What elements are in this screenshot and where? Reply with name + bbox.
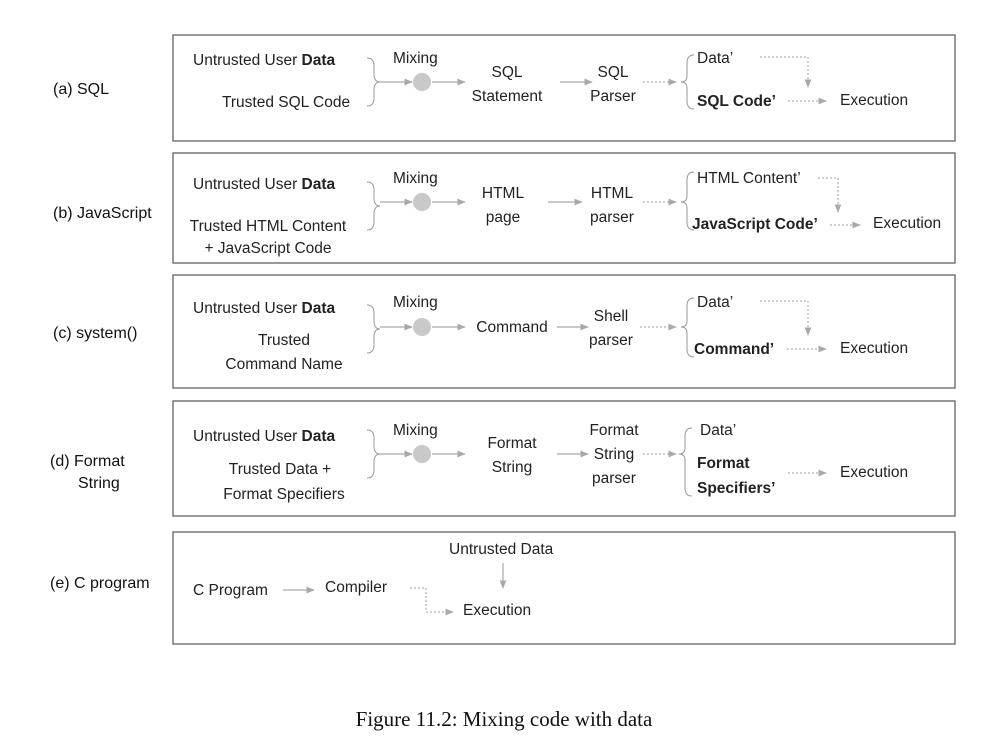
output-code: JavaScript Code’ (692, 216, 818, 233)
untrusted-input: Untrusted User Data (193, 52, 336, 69)
brace (680, 297, 695, 358)
output-data: Data’ (700, 422, 736, 439)
source-program: C Program (193, 582, 268, 599)
untrusted-data: Untrusted Data (449, 541, 554, 558)
untrusted-input: Untrusted User Data (193, 300, 336, 317)
figure-caption: Figure 11.2: Mixing code with data (356, 707, 653, 731)
mixing-label: Mixing (393, 422, 438, 439)
execution: Execution (463, 602, 531, 619)
output-data: HTML Content’ (697, 170, 801, 187)
product: SQL Statement (472, 64, 543, 105)
row-label: (e) C program (50, 575, 150, 592)
mixing-node-icon (413, 445, 431, 463)
mixing-node-icon (413, 73, 431, 91)
mixing-label: Mixing (393, 294, 438, 311)
row-sql: (a) SQL Untrusted User Data Trusted SQL … (53, 34, 956, 142)
product: Command (476, 319, 548, 336)
row-box (172, 34, 956, 142)
mixing-label: Mixing (393, 170, 438, 187)
row-format-string: (d) Format String Untrusted User Data Tru… (50, 400, 956, 517)
row-box (172, 531, 956, 645)
brace (680, 171, 695, 231)
output-code: Format Specifiers’ (697, 455, 775, 497)
parser: Shell parser (589, 308, 633, 349)
output-data: Data’ (697, 294, 733, 311)
row-system: (c) system() Untrusted User Data Trusted… (53, 274, 956, 389)
brace (366, 181, 381, 231)
product: HTML page (482, 185, 525, 226)
trusted-input: Trusted HTML Content + JavaScript Code (190, 218, 347, 257)
untrusted-input: Untrusted User Data (193, 428, 336, 445)
mixing-node-icon (413, 318, 431, 336)
trusted-input: Trusted Command Name (225, 332, 342, 373)
brace (680, 54, 695, 110)
row-label: (a) SQL (53, 81, 109, 98)
product: Format String (487, 435, 537, 476)
brace (366, 57, 381, 107)
untrusted-input: Untrusted User Data (193, 176, 336, 193)
output-code: Command’ (694, 341, 774, 358)
row-label: (b) JavaScript (53, 205, 152, 222)
row-box (172, 152, 956, 264)
row-c-program: (e) C program C Program Compiler Untrust… (50, 531, 956, 645)
trusted-input: Trusted Data + Format Specifiers (223, 461, 345, 503)
execution: Execution (840, 92, 908, 109)
mixing-node-icon (413, 193, 431, 211)
brace (366, 304, 381, 354)
brace (678, 427, 693, 497)
trusted-input: Trusted SQL Code (222, 94, 350, 111)
compiler: Compiler (325, 579, 387, 596)
parser: Format String parser (589, 422, 639, 487)
brace (366, 429, 381, 479)
row-label: (d) Format String (50, 453, 125, 492)
row-label: (c) system() (53, 325, 137, 342)
execution: Execution (840, 340, 908, 357)
output-code: SQL Code’ (697, 93, 776, 110)
row-box (172, 400, 956, 517)
output-data: Data’ (697, 50, 733, 67)
execution: Execution (840, 464, 908, 481)
row-box (172, 274, 956, 389)
parser: SQL Parser (590, 64, 636, 105)
parser: HTML parser (590, 185, 634, 226)
row-javascript: (b) JavaScript Untrusted User Data Trust… (53, 152, 956, 264)
mixing-label: Mixing (393, 50, 438, 67)
execution: Execution (873, 215, 941, 232)
